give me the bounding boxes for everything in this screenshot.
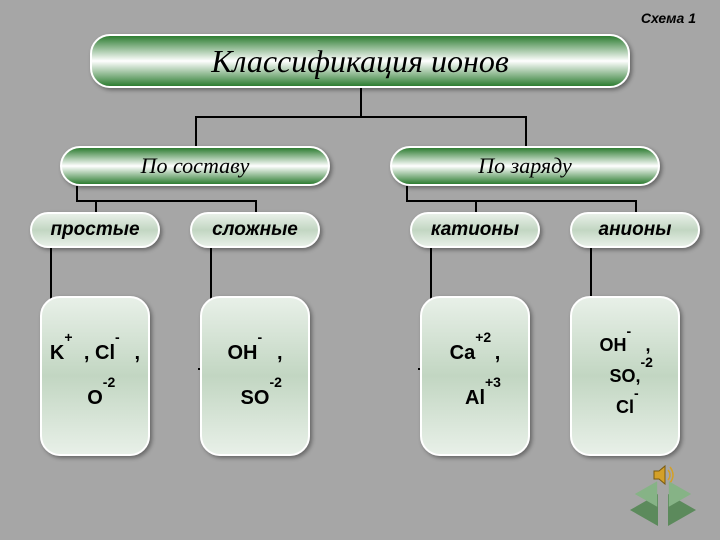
card-anions: OH- , SO,-2 Cl-	[570, 296, 680, 456]
ion: Ca+2	[450, 342, 476, 364]
connector-line	[95, 200, 97, 212]
connector-line	[360, 88, 362, 116]
title-text: Классификация ионов	[211, 43, 509, 80]
ion: SO-2	[241, 387, 270, 409]
ion-row: OH- ,	[599, 335, 650, 356]
connector-line	[76, 200, 256, 202]
leaf-complex: сложные	[190, 212, 320, 248]
ion: Cl-	[95, 342, 115, 364]
prev-button[interactable]	[630, 494, 658, 526]
connector-line	[255, 200, 257, 212]
connector-line	[406, 186, 408, 200]
ion-row: SO-2	[241, 387, 270, 410]
connector-line	[406, 200, 636, 202]
ion: Cl-	[616, 398, 634, 418]
ion: K+	[50, 342, 64, 364]
card-simple: K+ , Cl- , O-2	[40, 296, 150, 456]
ion-row: K+ , Cl- ,	[50, 342, 140, 365]
connector-line	[635, 200, 637, 212]
ion: O-2	[87, 387, 103, 409]
ion-row: Ca+2 ,	[450, 342, 501, 365]
connector-line	[525, 116, 527, 146]
ion-charge: -2	[103, 375, 115, 390]
connector-line	[195, 116, 525, 118]
diagram-canvas: Схема 1 Классификация ионов По составу пр…	[0, 0, 720, 540]
leaf-cations: катионы	[410, 212, 540, 248]
nav-controls	[630, 494, 696, 526]
connector-line	[195, 116, 197, 146]
ion-charge: +3	[485, 375, 501, 390]
next-button[interactable]	[668, 494, 696, 526]
ion-row: Cl-	[616, 397, 634, 418]
ion-charge: -2	[269, 375, 281, 390]
title-pill: Классификация ионов	[90, 34, 630, 88]
ion: Al+3	[465, 387, 485, 409]
card-complex: OH- , SO-2	[200, 296, 310, 456]
ion: SO,-2	[609, 367, 640, 387]
ion-row: O-2	[87, 387, 103, 410]
ion-charge: +2	[475, 330, 491, 345]
category-label: По заряду	[478, 153, 572, 179]
ion-charge: -	[626, 324, 631, 339]
category-charge: По заряду	[390, 146, 660, 186]
ion-charge: -	[257, 330, 262, 345]
ion-row: SO,-2	[609, 366, 640, 387]
connector-line	[475, 200, 477, 212]
ion: OH-	[227, 342, 257, 364]
leaf-simple: простые	[30, 212, 160, 248]
ion-charge: +	[64, 330, 72, 345]
ion: OH-	[599, 336, 626, 356]
ion-row: OH- ,	[227, 342, 282, 365]
leaf-anions: анионы	[570, 212, 700, 248]
ion-charge: -	[634, 386, 639, 401]
scheme-label: Схема 1	[641, 10, 696, 26]
category-label: По составу	[141, 153, 250, 179]
connector-line	[76, 186, 78, 200]
category-composition: По составу	[60, 146, 330, 186]
card-cations: Ca+2 , Al+3	[420, 296, 530, 456]
ion-charge: -	[115, 330, 120, 345]
ion-row: Al+3	[465, 387, 485, 410]
ion-charge: -2	[641, 355, 653, 370]
